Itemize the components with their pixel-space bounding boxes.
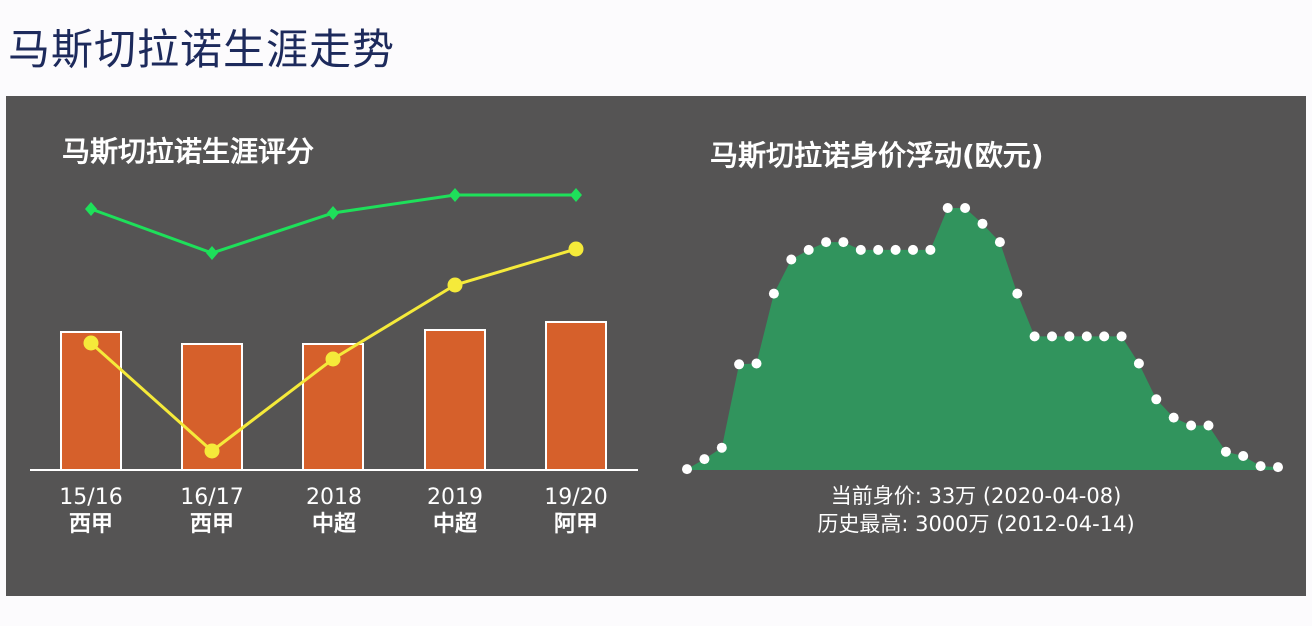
rating-x-axis-labels: 15/16 西甲 16/17 西甲 2018 中超 2019 中超 19/20 阿甲 [6, 484, 646, 544]
diamond-marker [206, 246, 218, 260]
x-label: 16/17 西甲 [180, 485, 244, 537]
value-dot [977, 218, 988, 229]
value-dot [838, 237, 849, 248]
value-dot [960, 203, 971, 213]
value-dot [768, 288, 779, 299]
value-dot [1029, 331, 1040, 342]
value-dot [1168, 412, 1179, 423]
value-dot [1047, 331, 1057, 342]
value-dot [1012, 288, 1023, 299]
current-value-text: 当前身价: 33万 (2020-04-08) [830, 484, 1122, 508]
value-dot [699, 454, 710, 465]
peak-value-text: 历史最高: 3000万 (2012-04-14) [817, 512, 1135, 536]
value-dot [925, 244, 936, 255]
diamond-marker [327, 206, 339, 220]
circle-marker [447, 277, 463, 293]
value-dot [1203, 420, 1214, 431]
value-dot [1116, 331, 1127, 342]
value-dot [994, 237, 1005, 248]
value-dot [751, 358, 762, 369]
value-dot [1081, 331, 1092, 342]
value-dot [942, 203, 953, 213]
diamond-marker [570, 188, 582, 202]
diamond-marker [85, 202, 97, 216]
x-label: 19/20 阿甲 [544, 485, 608, 537]
value-dot [1064, 331, 1075, 342]
bar [545, 321, 607, 471]
value-dot [1220, 446, 1231, 457]
value-dot [1099, 331, 1110, 342]
value-dot [873, 244, 884, 255]
value-dot [786, 254, 797, 265]
value-dot [1238, 451, 1249, 461]
x-label: 15/16 西甲 [59, 485, 123, 537]
circle-marker [568, 241, 584, 257]
diamond-marker [449, 188, 461, 202]
value-dot [1151, 394, 1162, 405]
value-dot [734, 359, 745, 370]
value-dot [682, 464, 692, 475]
page-title: 马斯切拉诺生涯走势 [8, 25, 396, 74]
value-dot [1186, 420, 1197, 431]
charts-panel: 马斯切拉诺生涯评分 马斯切拉诺身价浮动(欧元) 15/16 西甲 16/17 西甲 … [6, 96, 1306, 596]
value-dot [855, 244, 866, 255]
value-dot [821, 237, 832, 248]
value-dot [803, 244, 814, 255]
value-chart-title: 马斯切拉诺身价浮动(欧元) [710, 139, 1044, 172]
value-chart [682, 203, 1283, 475]
rating-chart [30, 188, 638, 471]
rating-chart-title: 马斯切拉诺生涯评分 [62, 135, 315, 168]
value-dot [716, 442, 727, 453]
x-label: 2019 中超 [427, 485, 483, 537]
circle-marker [204, 443, 220, 459]
x-label: 2018 中超 [306, 485, 362, 537]
circle-marker [83, 335, 99, 351]
value-dot [890, 244, 901, 255]
value-dot [1255, 461, 1266, 472]
circle-marker [325, 351, 341, 367]
value-area [687, 208, 1278, 470]
value-stats: 当前身价: 33万 (2020-04-08) 历史最高: 3000万 (2012… [746, 482, 1206, 538]
value-dot [1133, 358, 1144, 369]
value-dot [1273, 462, 1283, 473]
value-dot [908, 244, 918, 255]
